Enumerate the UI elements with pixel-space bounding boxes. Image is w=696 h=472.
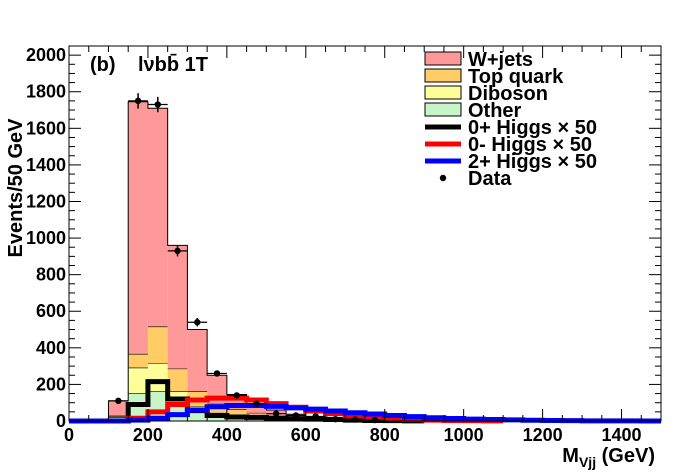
bar-top-quark — [226, 409, 247, 417]
data-point — [371, 416, 379, 424]
y-tick-label: 200 — [36, 374, 66, 394]
x-tick-label: 400 — [212, 425, 242, 445]
bar-w-jets — [246, 403, 267, 414]
y-tick-label: 400 — [36, 338, 66, 358]
legend-swatch-other — [424, 102, 462, 117]
data-point — [273, 410, 280, 417]
bar-other — [207, 416, 227, 421]
bar-w-jets — [108, 400, 129, 416]
axes: 0 200 400 600 800 1000 1200 1400 0 200 400 600 800 10… — [26, 45, 662, 445]
data-point — [134, 97, 142, 105]
bar-diboson — [128, 367, 148, 394]
panel-label: (b) — [90, 54, 116, 76]
y-tick-label: 1600 — [26, 118, 66, 138]
y-tick-label: 800 — [36, 265, 66, 285]
y-tick-label: 1400 — [26, 155, 66, 175]
stacked-backgrounds — [107, 101, 386, 422]
y-tick-label: 600 — [36, 301, 66, 321]
y-tick-label: 1800 — [26, 82, 66, 102]
y-axis-label: Events/50 GeV — [5, 118, 27, 258]
bar-other — [246, 419, 267, 421]
bar-top-quark — [108, 415, 129, 417]
data-point — [194, 319, 201, 326]
data-point — [233, 392, 240, 399]
bar-diboson — [147, 363, 168, 392]
x-tick-label: 200 — [133, 425, 163, 445]
y-tick-label: 1200 — [26, 191, 66, 211]
y-tick-label: 0 — [56, 411, 66, 431]
bar-w-jets — [147, 108, 168, 327]
x-tick-label: 1400 — [602, 425, 642, 445]
data-point — [351, 416, 359, 423]
y-tick-label: 2000 — [26, 45, 66, 65]
bar-w-jets — [128, 101, 148, 355]
bar-other — [187, 412, 208, 421]
channel-label: lνbb̄ 1T — [138, 54, 208, 76]
data-point — [115, 397, 122, 405]
data-point — [292, 412, 300, 419]
legend-label-2-higgs-50: 2+ Higgs × 50 — [468, 151, 597, 173]
legend-label-w-jets: W+jets — [468, 49, 533, 71]
y-tick-label: 1000 — [26, 228, 66, 248]
legend-marker-data — [439, 174, 447, 182]
bar-w-jets — [167, 245, 188, 369]
bar-top-quark — [167, 368, 188, 392]
legend-swatch-top-quark — [424, 68, 462, 83]
legend-swatch-diboson — [424, 85, 462, 100]
data-point — [154, 101, 161, 108]
legend-label-data: Data — [468, 168, 512, 190]
x-tick-label: 1200 — [523, 425, 563, 445]
bar-w-jets — [187, 329, 208, 392]
x-tick-label: 600 — [291, 425, 321, 445]
legend-label-other: Other — [468, 100, 522, 122]
data-point — [253, 400, 260, 407]
bar-top-quark — [147, 326, 168, 364]
bar-other — [128, 393, 148, 421]
x-tick-label: 1000 — [444, 425, 484, 445]
legend-label-0-higgs-50: 0- Higgs × 50 — [468, 134, 592, 156]
legend-label-top-quark: Top quark — [468, 66, 564, 88]
data-point — [213, 370, 221, 377]
x-tick-label: 800 — [370, 425, 400, 445]
x-tick-label: 0 — [64, 425, 74, 445]
data-point — [174, 247, 181, 255]
bar-top-quark — [128, 354, 148, 368]
bar-diboson — [108, 416, 129, 418]
data-point — [312, 413, 319, 420]
x-axis-label: MVjj (GeV) — [562, 445, 655, 470]
legend-label-0-higgs-50: 0+ Higgs × 50 — [468, 117, 597, 139]
legend-swatch-w-jets — [424, 51, 462, 66]
legend-label-diboson: Diboson — [468, 83, 548, 105]
bar-other — [226, 418, 247, 421]
